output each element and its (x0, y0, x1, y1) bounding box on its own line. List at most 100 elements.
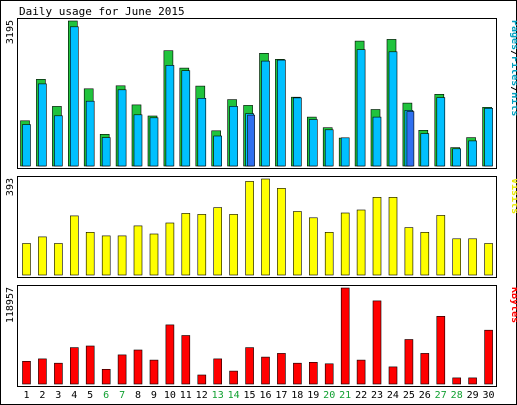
bar-visits (22, 243, 31, 276)
bar-visits (229, 214, 238, 276)
bar-kbytes (38, 358, 47, 385)
bar-files (85, 100, 95, 167)
bar-visits (85, 232, 95, 276)
bar-visits (101, 235, 111, 276)
bar-files (308, 119, 318, 167)
bar-files (133, 114, 143, 167)
bar-kbytes (324, 363, 334, 385)
y-max-label: 118957 (5, 287, 16, 323)
bar-visits (340, 212, 350, 276)
bar-files (468, 140, 477, 167)
bar-kbytes (197, 374, 207, 385)
y-max-label: 393 (5, 178, 16, 196)
bar-kbytes (181, 335, 191, 385)
x-tick-label: 26 (419, 390, 431, 401)
panel-kbytes: 118957 KBytes (5, 285, 517, 387)
bar-files (181, 70, 191, 167)
bar-visits (356, 209, 366, 276)
bar-kbytes (436, 315, 446, 385)
bar-files (277, 59, 286, 167)
x-tick-label: 24 (387, 390, 399, 401)
bar-visits (436, 215, 446, 276)
bar-visits (133, 225, 143, 276)
bar-visits (388, 197, 398, 276)
x-tick-label: 20 (323, 390, 335, 401)
x-tick-label: 11 (180, 390, 192, 401)
bar-visits (38, 236, 47, 276)
bar-files (452, 148, 462, 167)
series-label-part: Hits (509, 92, 517, 116)
series-label-part: Files (509, 56, 517, 86)
bar-files (436, 97, 446, 167)
bar-files (324, 129, 334, 167)
x-tick-label: 25 (403, 390, 415, 401)
bar-visits (245, 181, 254, 276)
bar-files (54, 115, 63, 167)
x-tick-label: 2 (39, 390, 45, 401)
series-label-part: Visits (509, 178, 517, 214)
x-tick-label: 12 (196, 390, 208, 401)
x-tick-label: 1 (23, 390, 29, 401)
x-tick-label: 8 (135, 390, 141, 401)
bar-files (229, 106, 238, 167)
bar-files (38, 83, 47, 167)
panel-frame (17, 176, 497, 278)
bar-visits (70, 215, 79, 276)
bar-files (372, 116, 382, 167)
series-label-part: KBytes (509, 287, 517, 323)
series-label-part: / (509, 86, 517, 92)
series-label-part: / (509, 50, 517, 56)
bar-kbytes (388, 366, 398, 385)
panel-visits: 393 Visits (5, 176, 517, 278)
series-label: Pages/Files/Hits (509, 20, 517, 116)
bar-visits (54, 243, 63, 276)
panel-frame (17, 18, 497, 169)
bar-visits (213, 207, 222, 276)
bar-visits (149, 233, 159, 276)
bar-kbytes (117, 354, 127, 385)
bar-kbytes (85, 345, 95, 385)
bar-pages (406, 111, 415, 167)
bar-files (261, 60, 270, 167)
bar-visits (277, 188, 286, 276)
bar-kbytes (165, 324, 175, 385)
bar-kbytes (340, 287, 350, 385)
x-tick-label: 23 (371, 390, 383, 401)
bar-files (149, 117, 159, 167)
bar-pages (247, 114, 255, 167)
y-max-label: 3195 (5, 20, 16, 44)
panel-frame (17, 285, 497, 387)
bar-files (101, 137, 111, 167)
bar-kbytes (261, 356, 270, 385)
bar-visits (181, 213, 191, 276)
bar-kbytes (293, 362, 302, 385)
bar-kbytes (54, 362, 63, 385)
bar-files (356, 49, 366, 167)
bar-files (420, 133, 430, 167)
bar-kbytes (149, 359, 159, 385)
bar-visits (165, 222, 175, 276)
bar-files (340, 137, 350, 167)
bar-kbytes (245, 347, 254, 385)
bar-kbytes (277, 353, 286, 385)
x-tick-label: 30 (482, 390, 494, 401)
x-tick-label: 10 (164, 390, 176, 401)
bar-kbytes (404, 339, 414, 385)
x-tick-label: 19 (307, 390, 319, 401)
x-tick-label: 9 (151, 390, 157, 401)
bar-visits (484, 243, 493, 276)
series-label: KBytes (509, 287, 517, 323)
bar-kbytes (420, 353, 430, 385)
bar-files (70, 26, 79, 167)
chart-title: Daily usage for June 2015 (19, 5, 185, 18)
bar-visits (293, 211, 302, 276)
bar-kbytes (22, 360, 31, 385)
x-tick-label: 29 (467, 390, 479, 401)
series-label-part: Pages (509, 20, 517, 50)
bar-visits (308, 217, 318, 276)
x-tick-label: 16 (259, 390, 271, 401)
bar-visits (324, 232, 334, 276)
bar-visits (468, 238, 477, 276)
